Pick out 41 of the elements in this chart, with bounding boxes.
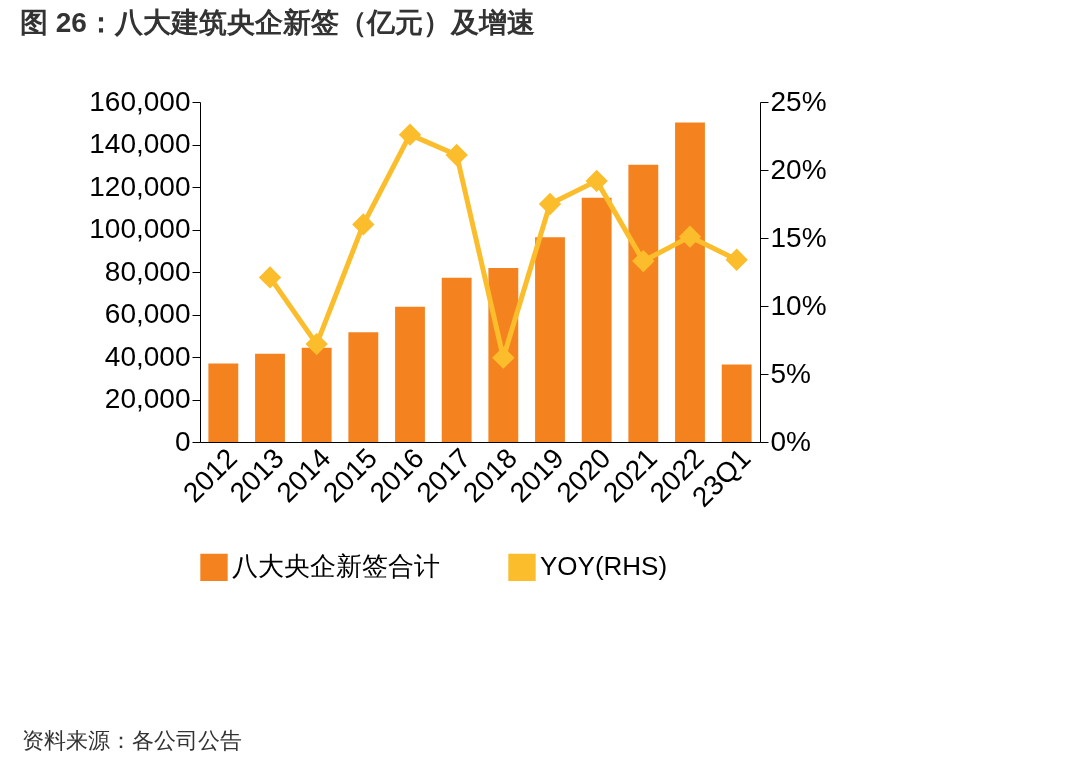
point [492,346,515,369]
bar [395,306,425,442]
point [678,225,702,248]
y-tick-label: 20,000 [104,383,191,414]
point [305,332,328,356]
bar [301,347,332,442]
point [445,143,468,167]
point [538,192,562,216]
bar [441,277,472,442]
y2-tick-label: 5% [770,357,811,389]
point [352,213,375,236]
bar [208,363,239,442]
bar [535,237,565,442]
legend-label: 八大央企新签合计 [232,551,440,582]
y-tick-label: 0 [174,425,191,457]
y-tick-label: 100,000 [89,213,191,244]
y-tick-label: 140,000 [89,128,191,159]
bar [675,122,705,442]
y2-tick-label: 25% [770,85,827,117]
bar [581,197,612,442]
y2-tick-label: 0% [770,425,811,457]
text: 资料来源：各公司公告 [22,727,242,755]
bar [348,332,379,442]
y-tick-label: 80,000 [104,255,191,287]
y2-tick-label: 10% [770,289,827,321]
point [258,266,282,289]
point [725,248,748,271]
y-tick-label: 160,000 [89,85,191,117]
point [585,169,608,193]
y2-tick-label: 15% [770,221,827,253]
y2-tick-label: 20% [770,153,827,185]
legend-label: YOY(RHS) [540,551,668,582]
y-tick-label: 60,000 [104,298,191,329]
point [632,249,655,273]
bar [255,353,285,442]
bar [721,364,752,442]
bar [628,164,659,442]
point [398,123,422,146]
y-tick-label: 40,000 [104,340,191,372]
chart-title: 图 26：八大建筑央企新签（亿元）及增速 [20,7,535,38]
y-tick-label: 120,000 [89,170,191,202]
